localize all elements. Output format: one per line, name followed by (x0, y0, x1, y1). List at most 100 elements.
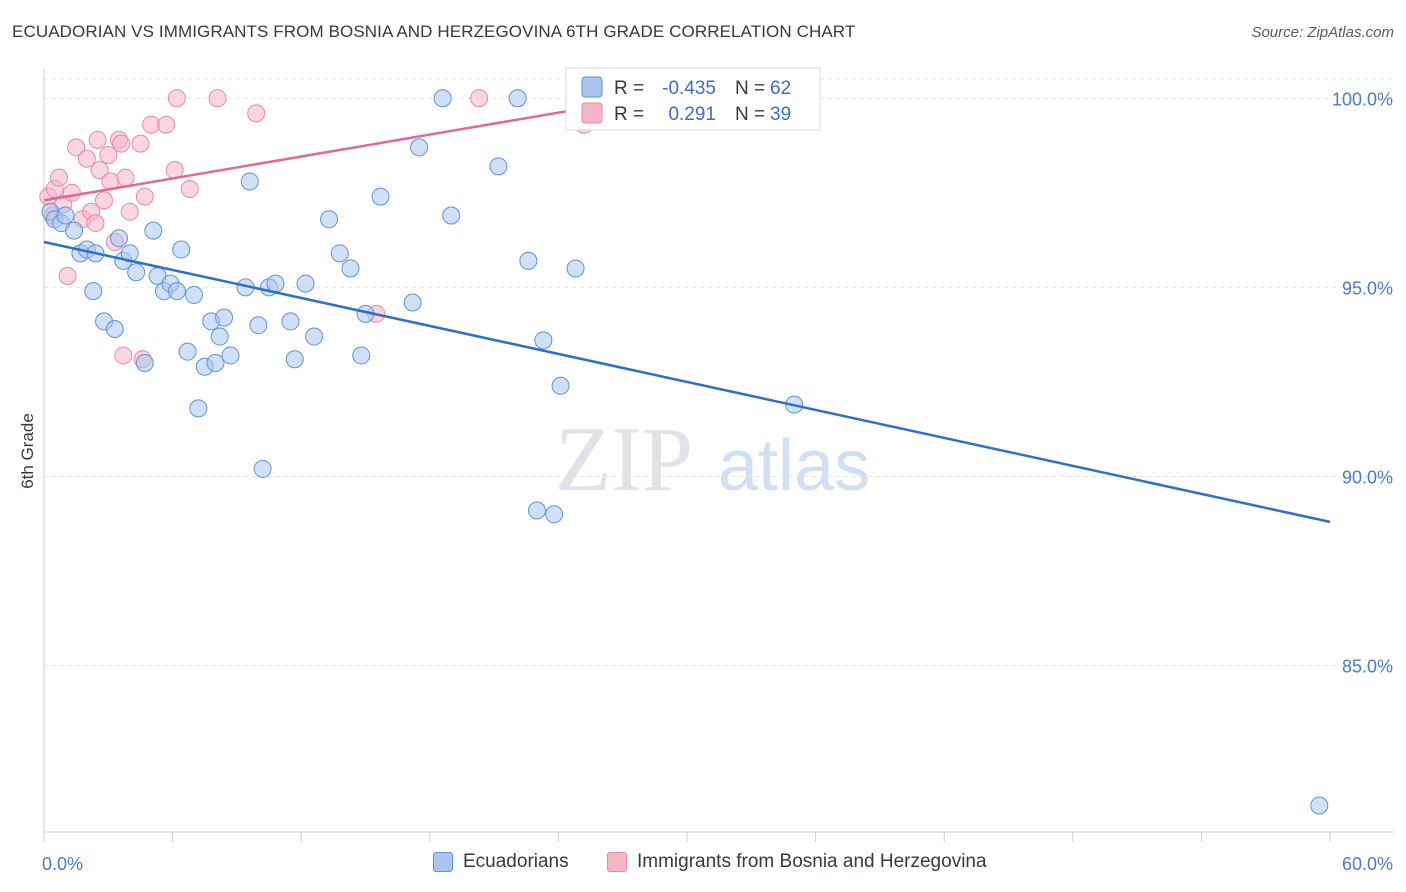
ecuadorians-point-48 (410, 138, 429, 157)
gridlines (44, 78, 1394, 667)
y-tick-label-95: 95.0% (1342, 278, 1393, 298)
ecuadorians-point-4 (65, 221, 84, 240)
ecuadorians-point-41 (320, 210, 339, 229)
bosnia-point-20 (114, 346, 133, 365)
ecuadorians-point-47 (403, 293, 422, 312)
ecuadorians-point-7 (84, 282, 103, 301)
y-tick-label-85: 85.0% (1342, 657, 1393, 677)
ecuadorians-point-33 (249, 316, 268, 335)
ecuadorians-point-11 (110, 229, 129, 248)
ecuadorians-point-30 (221, 346, 240, 365)
legend-swatch-bosnia (607, 852, 627, 872)
bosnia-point-6 (62, 183, 81, 202)
bosnia-point-7 (67, 138, 86, 157)
ecuadorians-point-50 (442, 206, 461, 225)
stats-r-value-pink: 0.291 (668, 104, 716, 125)
ecuadorians-point-51 (489, 157, 508, 176)
legend-item-ecuadorians: Ecuadorians (433, 851, 569, 873)
watermark-atlas: atlas (718, 426, 870, 506)
bosnia-point-12 (88, 130, 107, 149)
ecuadorians-point-56 (545, 505, 564, 524)
bosnia-point-14 (95, 191, 114, 210)
legend-label-bosnia: Immigrants from Bosnia and Herzegovina (637, 851, 987, 872)
trend-line-ecuadorians (43, 240, 1331, 524)
ecuadorians-point-40 (305, 327, 324, 346)
bosnia-point-11 (86, 214, 105, 233)
ecuadorians-point-3 (56, 206, 75, 225)
ecuadorians-point-28 (210, 327, 229, 346)
bosnia-point-30 (180, 180, 199, 199)
ecuadorians-point-24 (189, 399, 208, 418)
stats-legend: R = -0.435 N = 62 R = 0.291 N = 39 (565, 67, 821, 131)
legend-label-ecuadorians: Ecuadorians (463, 851, 569, 872)
watermark-zip: ZIP (555, 408, 693, 510)
y-tick-label-100: 100.0% (1332, 89, 1393, 109)
ecuadorians-point-43 (341, 259, 360, 278)
ecuadorians-point-53 (519, 251, 538, 270)
ecuadorians-point-42 (330, 244, 349, 263)
ecuadorians-point-55 (534, 331, 553, 350)
bosnia-point-26 (142, 115, 161, 134)
bosnia-point-5 (58, 267, 77, 286)
ecuadorians-point-34 (253, 459, 272, 478)
chart-title: ECUADORIAN VS IMMIGRANTS FROM BOSNIA AND… (12, 22, 856, 41)
ecuadorians-point-21 (172, 240, 191, 259)
ecuadorians-point-32 (240, 172, 259, 191)
ecuadorians-point-58 (566, 259, 585, 278)
ecuadorians-point-49 (433, 89, 452, 108)
y-tick-labels: 85.0% 90.0% 95.0% 100.0% (1332, 89, 1393, 676)
bosnia-point-15 (99, 145, 118, 164)
bosnia-point-21 (116, 168, 135, 187)
bosnia-point-13 (90, 161, 109, 180)
legend-swatch-ecuadorians (433, 852, 453, 872)
stats-n-value-blue: 62 (770, 78, 791, 99)
bosnia-point-27 (157, 115, 176, 134)
stats-legend-box (565, 67, 821, 131)
y-axis-label: 6th Grade (18, 413, 37, 489)
legend-item-bosnia: Immigrants from Bosnia and Herzegovina (607, 851, 987, 873)
stats-swatch-blue (581, 76, 603, 98)
ecuadorians-point-46 (371, 187, 390, 206)
y-tick-label-90: 90.0% (1342, 467, 1393, 487)
bosnia-point-22 (120, 202, 139, 221)
stats-r-label-blue: R = (614, 78, 644, 99)
ecuadorians-point-57 (551, 376, 570, 395)
bosnia-point-29 (167, 89, 186, 108)
bosnia-point-19 (112, 134, 131, 153)
ecuadorians-point-23 (185, 285, 204, 304)
ecuadorians-point-54 (527, 501, 546, 520)
bosnia-point-34 (470, 89, 489, 108)
stats-n-label-blue: N = (735, 78, 765, 99)
ecuadorians-point-15 (135, 354, 154, 373)
bosnia-point-31 (208, 89, 227, 108)
ecuadorians-point-22 (178, 342, 197, 361)
stats-swatch-pink (581, 102, 603, 124)
bosnia-point-32 (247, 104, 266, 123)
x-tick-label-min: 0.0% (42, 854, 83, 874)
bosnia-point-9 (77, 149, 96, 168)
ecuadorians-point-14 (127, 263, 146, 282)
ecuadorians-point-29 (215, 308, 234, 327)
x-ticks (43, 832, 1331, 842)
ecuadorians-point-44 (352, 346, 371, 365)
bosnia-point-23 (131, 134, 150, 153)
source-label: Source: ZipAtlas.com (1251, 24, 1394, 41)
stats-n-value-pink: 39 (770, 104, 791, 125)
ecuadorians-point-20 (167, 282, 186, 301)
bosnia-point-3 (50, 168, 69, 187)
ecuadorians-point-61 (1310, 796, 1329, 815)
ecuadorians-point-39 (296, 274, 315, 293)
ecuadorians-point-16 (144, 221, 163, 240)
ecuadorians-point-27 (206, 354, 225, 373)
ecuadorians-point-36 (266, 274, 285, 293)
ecuadorians-point-10 (105, 319, 124, 338)
x-tick-label-max: 60.0% (1342, 854, 1393, 874)
stats-n-label-pink: N = (735, 104, 765, 125)
ecuadorians-point-38 (285, 350, 304, 369)
ecuadorians-point-37 (281, 312, 300, 331)
stats-r-value-blue: -0.435 (662, 78, 716, 99)
stats-r-label-pink: R = (614, 104, 644, 125)
ecuadorians-point-52 (508, 89, 527, 108)
bosnia-point-25 (135, 187, 154, 206)
